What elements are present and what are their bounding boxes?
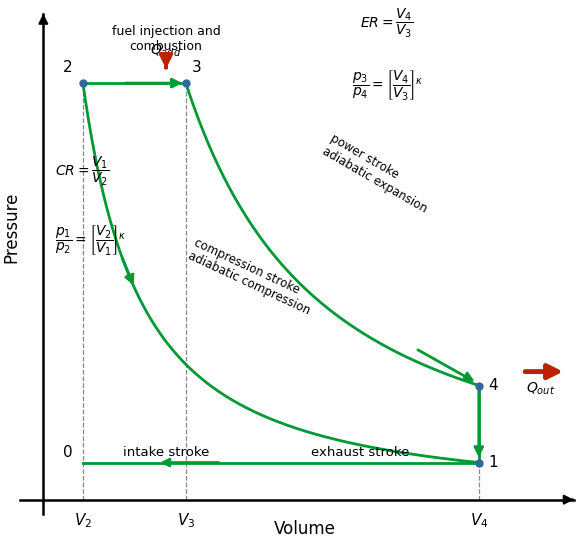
- Text: $\dfrac{p_1}{p_2} = \left[\dfrac{V_2}{V_1}\right]^{\kappa}$: $\dfrac{p_1}{p_2} = \left[\dfrac{V_2}{V_…: [55, 223, 127, 257]
- Text: $V_4$: $V_4$: [469, 511, 488, 530]
- Text: 4: 4: [488, 378, 498, 393]
- Text: fuel injection and
combustion: fuel injection and combustion: [112, 25, 220, 53]
- Text: $\dfrac{p_3}{p_4} = \left[\dfrac{V_4}{V_3}\right]^{\kappa}$: $\dfrac{p_3}{p_4} = \left[\dfrac{V_4}{V_…: [352, 68, 424, 102]
- Text: 0: 0: [63, 445, 73, 460]
- Text: intake stroke: intake stroke: [123, 446, 209, 459]
- Text: compression stroke
adiabatic compression: compression stroke adiabatic compression: [186, 236, 318, 317]
- Text: $Q_{add}$: $Q_{add}$: [150, 43, 181, 59]
- Text: Pressure: Pressure: [3, 191, 21, 263]
- Text: Volume: Volume: [273, 520, 336, 538]
- Text: 1: 1: [488, 455, 498, 470]
- Text: exhaust stroke: exhaust stroke: [311, 446, 409, 459]
- Text: $V_3$: $V_3$: [177, 511, 195, 530]
- Text: $ER = \dfrac{V_4}{V_3}$: $ER = \dfrac{V_4}{V_3}$: [360, 6, 413, 40]
- Text: power stroke
adiabatic expansion: power stroke adiabatic expansion: [320, 132, 438, 216]
- Text: $Q_{out}$: $Q_{out}$: [527, 381, 555, 397]
- Text: 3: 3: [192, 60, 202, 75]
- Text: $V_2$: $V_2$: [74, 511, 92, 530]
- Text: 2: 2: [63, 60, 73, 75]
- Text: $CR = \dfrac{V_1}{V_2}$: $CR = \dfrac{V_1}{V_2}$: [55, 155, 110, 188]
